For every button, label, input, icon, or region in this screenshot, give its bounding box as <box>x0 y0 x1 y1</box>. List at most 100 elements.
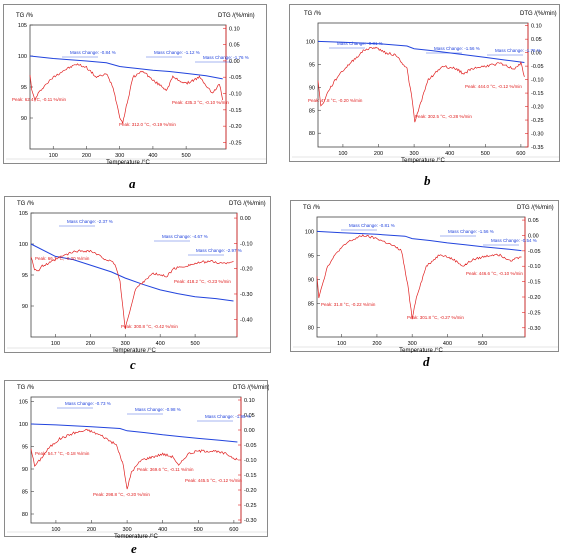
dtg-tick-label: -0.10 <box>531 78 544 84</box>
tg-tick-label: 105 <box>19 211 28 217</box>
caption-c: c <box>130 357 136 372</box>
dtg-tick-label: 0.05 <box>531 37 542 43</box>
tga-chart-b: TG /% DTG /(%/min) Temperature /°C 100 200 30… <box>292 11 559 163</box>
tg-tick-label: 90 <box>22 467 28 473</box>
tg-axis-label: TG /% <box>17 201 35 207</box>
peak-label: Peak: 300.8 °C, -0.42 %/min <box>121 324 178 329</box>
mass-change-label: Mass Change: -4.67 % <box>162 234 208 239</box>
dtg-tick-label: -0.15 <box>244 473 257 479</box>
peak-label: Peak: 445.5 °C, -0.12 %/min <box>185 478 242 483</box>
x-tick-label: 600 <box>229 527 238 533</box>
temperature-axis-label: Temperature /°C <box>114 534 158 538</box>
peak-label: Peak: 369.6 °C, -0.11 %/min <box>137 467 194 472</box>
mass-change-label: Mass Change: -1.95 % <box>205 414 251 419</box>
dtg-tick-label: -0.10 <box>528 264 541 270</box>
tg-tick-label: 90 <box>21 116 27 122</box>
dtg-curve <box>30 249 234 330</box>
mass-change-label: Mass Change: -0.54 % <box>491 238 537 243</box>
tga-panel-a: TG /% DTG /(%/min) Temperature /°C 100 200 30… <box>3 4 267 165</box>
dtg-axis-label: DTG /(%/min) <box>229 201 266 207</box>
dtg-tick-label: -0.30 <box>531 132 544 138</box>
dtg-tick-label: -0.10 <box>229 92 242 98</box>
dtg-tick-label: -0.15 <box>528 280 541 286</box>
dtg-tick-label: -0.20 <box>244 488 257 494</box>
tg-axis-label: TG /% <box>303 205 321 211</box>
tg-tick-label: 85 <box>308 301 314 307</box>
dtg-tick-label: -0.25 <box>528 310 541 316</box>
tg-tick-label: 95 <box>308 253 314 259</box>
dtg-tick-label: 0.10 <box>244 398 255 404</box>
tg-tick-label: 100 <box>19 422 28 428</box>
peak-label: Peak: 446.6 °C, -0.10 %/min <box>466 271 523 276</box>
dtg-tick-label: 0.10 <box>229 26 240 32</box>
dtg-tick-label: -0.15 <box>229 108 242 114</box>
tg-tick-label: 95 <box>309 62 315 68</box>
tg-curve <box>29 55 223 80</box>
x-tick-label: 300 <box>123 527 132 533</box>
mass-change-label: Mass Change: -1.56 % <box>448 229 494 234</box>
peak-label: Peak: 62.4 °C, -0.11 %/min <box>12 97 66 102</box>
x-tick-label: 400 <box>148 153 157 159</box>
temperature-axis-label: Temperature /°C <box>106 160 150 165</box>
dtg-tick-label: 0.10 <box>531 24 542 30</box>
mass-change-label: Mass Change: -1.56 % <box>434 46 480 51</box>
x-tick-label: 500 <box>478 341 487 347</box>
dtg-tick-label: 0.00 <box>528 233 539 239</box>
peak-label: Peak: 31.8 °C, -0.22 %/min <box>321 302 376 307</box>
dtg-tick-label: 0.00 <box>531 51 542 57</box>
tg-axis-label: TG /% <box>304 11 322 17</box>
plot-frame <box>30 212 238 338</box>
dtg-tick-label: -0.15 <box>531 91 544 97</box>
tg-tick-label: 90 <box>22 304 28 310</box>
x-tick-label: 100 <box>338 151 347 157</box>
dtg-tick-label: -0.35 <box>531 145 544 151</box>
x-tick-label: 300 <box>115 153 124 159</box>
tga-panel-c: TG /% DTG /(%/min) Temperature /°C 100 200 30… <box>4 196 271 354</box>
mass-change-label: Mass Change: -2.97 % <box>196 248 242 253</box>
tg-tick-label: 105 <box>19 400 28 406</box>
dtg-curve <box>317 46 525 123</box>
mass-change-label: Mass Change: -0.81 % <box>349 223 395 228</box>
dtg-tick-label: -0.20 <box>528 295 541 301</box>
dtg-tick-label: -0.25 <box>531 118 544 124</box>
peak-label: Peak: 302.5 °C, -0.28 %/min <box>415 114 472 119</box>
peak-label: Peak: 54.7 °C, -0.18 %/min <box>35 451 90 456</box>
dtg-axis-label: DTG /(%/min) <box>520 11 557 17</box>
dtg-axis-label: DTG /(%/min) <box>517 205 554 211</box>
x-tick-label: 200 <box>86 341 95 347</box>
dtg-axis-label: DTG /(%/min) <box>218 13 255 19</box>
x-tick-label: 400 <box>443 341 452 347</box>
x-tick-label: 200 <box>372 341 381 347</box>
dtg-tick-label: -0.30 <box>240 292 253 298</box>
dtg-tick-label: -0.20 <box>531 105 544 111</box>
x-tick-label: 500 <box>481 151 490 157</box>
tg-curve <box>317 40 525 63</box>
tga-chart-a: TG /% DTG /(%/min) Temperature /°C 100 200 30… <box>6 13 266 165</box>
temperature-axis-label: Temperature /°C <box>112 348 156 354</box>
dtg-tick-label: -0.40 <box>240 317 253 323</box>
x-tick-label: 100 <box>49 153 58 159</box>
tga-chart-d: TG /% DTG /(%/min) Temperature /°C 100 200 30… <box>293 205 558 353</box>
tg-tick-label: 105 <box>18 23 27 29</box>
peak-label: Peak: 298.8 °C, -0.20 %/min <box>93 492 150 497</box>
tg-curve <box>316 230 522 252</box>
peak-label: Peak: 66.7 °C, -0.20 %/min <box>35 256 90 261</box>
dtg-tick-label: -0.10 <box>240 241 253 247</box>
caption-e: e <box>131 541 137 556</box>
tg-curve <box>30 423 238 443</box>
dtg-tick-label: -0.20 <box>229 124 242 130</box>
dtg-tick-label: -0.30 <box>528 326 541 332</box>
dtg-tick-label: -0.20 <box>240 267 253 273</box>
plot-frame <box>29 24 227 150</box>
tg-tick-label: 80 <box>308 325 314 331</box>
peak-label: Peak: 444.0 °C, -0.12 %/min <box>465 84 522 89</box>
tg-tick-label: 80 <box>22 512 28 518</box>
temperature-axis-label: Temperature /°C <box>399 348 443 353</box>
tg-axis-label: TG /% <box>17 385 35 391</box>
tg-tick-label: 100 <box>305 229 314 235</box>
dtg-tick-label: 0.05 <box>229 43 240 49</box>
x-tick-label: 500 <box>191 341 200 347</box>
mass-change-label: Mass Change: -1.12 % <box>154 50 200 55</box>
dtg-tick-label: -0.05 <box>229 75 242 81</box>
tga-chart-e: TG /% DTG /(%/min) Temperature /°C 100 200 30… <box>7 385 269 538</box>
